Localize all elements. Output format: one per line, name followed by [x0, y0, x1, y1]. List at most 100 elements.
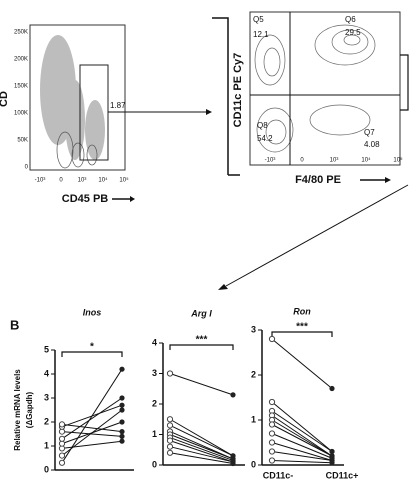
pair-line: [271, 460, 333, 464]
point-right: [119, 395, 125, 401]
quadrant-value: 54.2: [257, 134, 273, 143]
x-tick-label: 0: [300, 158, 304, 164]
x-tick-label: 0: [59, 178, 63, 184]
plot1-frame: [29, 24, 126, 171]
significance-bracket: [169, 344, 234, 350]
point-right: [119, 402, 125, 408]
y-tick-label: 0: [44, 464, 49, 474]
pair-line: [61, 421, 123, 445]
y-tick-label: 3: [44, 392, 49, 402]
x-tick-label: 10³: [78, 178, 87, 184]
point-right: [119, 433, 125, 439]
x-category: CD11c+: [326, 470, 359, 480]
pair-line: [169, 440, 234, 463]
point-left: [268, 448, 276, 455]
y-tick-label: 250K: [14, 30, 28, 36]
quadrant-value: 29.5: [345, 28, 361, 37]
quadrant-name: Q5: [253, 15, 264, 24]
pair-line: [61, 423, 123, 433]
y-tick-label: 2: [152, 398, 157, 408]
arrow: [225, 184, 409, 287]
pair-line: [169, 434, 234, 460]
point-left: [166, 437, 174, 444]
x-tick-label: -10³: [35, 178, 46, 184]
point-left: [268, 398, 276, 406]
arrowhead: [206, 109, 212, 115]
y-tick-label: 3: [251, 324, 256, 334]
pair-line: [61, 440, 123, 449]
pair-line: [169, 418, 234, 457]
x-tick-label: 10⁵: [393, 157, 403, 164]
arrowhead: [385, 177, 391, 183]
y-tick-label: 1: [44, 440, 49, 450]
quadrant-name: Q7: [364, 128, 375, 137]
point-right: [119, 407, 125, 413]
pair-line: [271, 415, 333, 457]
point-left: [166, 422, 174, 429]
point-right: [119, 438, 125, 444]
plot2-y-label: CD11c PE Cy7: [232, 53, 244, 128]
y-tick-label: 1: [152, 429, 157, 439]
point-left: [268, 430, 276, 437]
y-axis-label: (ΔGapdh): [25, 391, 34, 428]
x-tick-label: 10⁵: [119, 177, 129, 184]
significance: *: [90, 342, 94, 353]
pair-line: [271, 442, 333, 461]
bracket: [212, 17, 229, 175]
y-tick-label: 3: [152, 368, 157, 378]
y-tick-label: 2: [251, 369, 256, 379]
y-tick-label: 0: [152, 459, 157, 469]
quadrant-name: Q6: [345, 15, 356, 24]
gate-value: 1.87: [110, 101, 126, 110]
quadrant-value: 12.1: [253, 30, 269, 39]
significance: ***: [296, 322, 308, 333]
point-left: [166, 370, 174, 377]
panel-label: B: [10, 317, 19, 332]
y-tick-label: 2: [44, 416, 49, 426]
point-left: [166, 449, 174, 456]
significance-bracket: [271, 331, 333, 337]
y-tick-label: 150K: [14, 84, 28, 90]
arrowhead: [130, 196, 135, 202]
point-left: [58, 452, 66, 459]
pair-line: [61, 404, 123, 428]
plot-title: Ron: [293, 306, 311, 316]
significance: ***: [196, 335, 208, 346]
y-axis-label: Relative mRNA levels: [13, 369, 22, 451]
pair-line: [169, 437, 234, 461]
pair-line: [169, 452, 234, 464]
significance-bracket: [61, 351, 123, 357]
point-right: [230, 460, 236, 467]
x-tick-label: 10⁴: [361, 157, 371, 164]
y-tick-label: 4: [152, 337, 157, 347]
x-category: CD11c-: [263, 470, 294, 480]
point-left: [268, 457, 276, 464]
point-left: [268, 421, 276, 428]
arrowhead: [218, 284, 228, 290]
bracket: [400, 54, 409, 111]
point-left: [268, 335, 276, 343]
point-left: [58, 421, 66, 428]
point-right: [329, 448, 335, 455]
pair-line: [169, 446, 234, 463]
pair-line: [271, 401, 333, 452]
point-right: [230, 392, 236, 398]
point-right: [329, 460, 335, 466]
y-tick-label: 100K: [14, 111, 28, 117]
pair-line: [271, 451, 333, 461]
plot1-x-label: CD45 PB: [62, 193, 109, 205]
pair-line: [271, 410, 333, 452]
point-left: [268, 439, 276, 446]
point-right: [329, 385, 335, 392]
point-right: [119, 429, 125, 435]
pair-line: [169, 373, 234, 396]
point-right: [119, 419, 125, 425]
x-tick-label: -10³: [265, 158, 276, 164]
quadrant-value: 4.08: [364, 140, 380, 149]
plot-title: Arg I: [190, 308, 212, 318]
point-left: [166, 416, 174, 423]
pair-line: [271, 424, 333, 457]
y-tick-label: 1: [251, 414, 256, 424]
plot1-density: [40, 35, 105, 160]
